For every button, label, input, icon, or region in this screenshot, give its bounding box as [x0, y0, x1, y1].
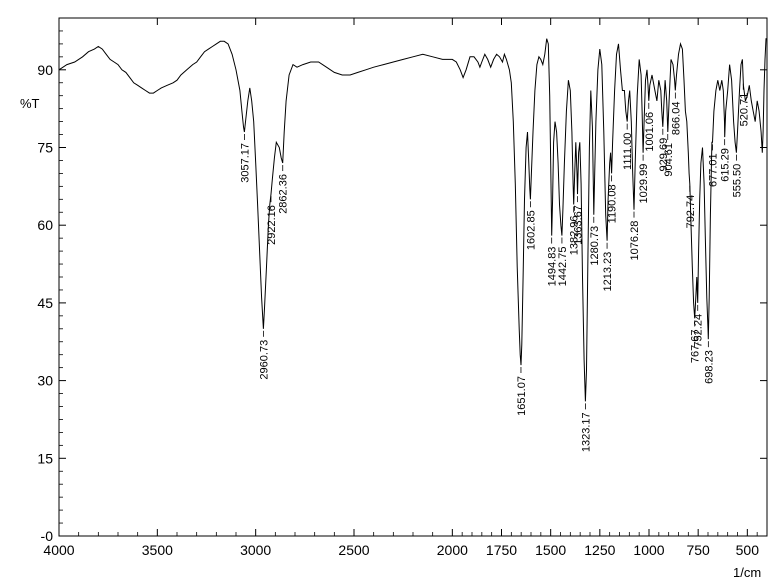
peak-annotation: 1213.23 — [602, 243, 614, 292]
x-axis-label: 1/cm — [733, 565, 761, 580]
y-axis-label: %T — [20, 96, 40, 111]
peak-label: 1602.85 — [525, 210, 537, 250]
peak-label: 2862.36 — [278, 174, 290, 214]
peak-annotation: 1111.00 — [622, 124, 634, 170]
spectrum-line — [59, 39, 767, 402]
peak-label: 792.74 — [685, 195, 697, 229]
peak-label: 2922.16 — [266, 205, 278, 245]
y-tick-label: 90 — [37, 62, 53, 78]
peak-label: 1280.73 — [589, 226, 601, 266]
x-tick-label: 1000 — [633, 542, 664, 558]
peak-annotation: 1442.75 — [557, 238, 569, 287]
peak-annotation: 1651.07 — [516, 367, 528, 416]
peak-annotation: 2922.16 — [266, 196, 278, 245]
peak-label: 1651.07 — [516, 376, 528, 416]
x-tick-label: 750 — [686, 542, 710, 558]
peak-annotation: 1323.17 — [580, 403, 592, 452]
y-tick-label: 60 — [37, 217, 53, 233]
x-tick-label: 4000 — [43, 542, 74, 558]
peak-label: 2960.73 — [258, 340, 270, 380]
peak-annotation: 792.74 — [685, 186, 697, 229]
y-tick-label: 30 — [37, 373, 53, 389]
peak-label: 3057.17 — [239, 143, 251, 183]
x-tick-label: 2500 — [338, 542, 369, 558]
peak-label: 1323.17 — [580, 412, 592, 452]
peak-annotation: 3057.17 — [239, 134, 251, 183]
y-tick-label: 75 — [37, 140, 53, 156]
peak-label: 752.24 — [693, 314, 705, 348]
peak-annotation: 1076.28 — [629, 212, 641, 261]
peak-label: 615.29 — [720, 148, 732, 182]
peak-annotation: 866.04 — [670, 93, 682, 136]
peak-label: 866.04 — [670, 102, 682, 136]
y-tick-label: 15 — [37, 450, 53, 466]
x-tick-label: 3000 — [240, 542, 271, 558]
x-axis-ticks: 4000 3500 3000 2500 2000 1750 1500 1250 1000 750 5… — [43, 18, 759, 558]
x-tick-label: 500 — [736, 542, 760, 558]
peak-label: 677.01 — [708, 153, 720, 187]
peak-annotations: 3057.17 2960.73 2922.162862.36 1651.07 1602.… — [239, 84, 750, 452]
y-tick-label: 45 — [37, 295, 53, 311]
peak-annotation: 2960.73 — [258, 331, 270, 380]
x-tick-label: 1250 — [584, 542, 615, 558]
peak-annotation: 555.50 — [731, 155, 743, 198]
peak-label: 1363.67 — [572, 205, 584, 245]
peak-annotation: 1001.06 — [644, 103, 656, 152]
peak-annotation: 677.01 — [708, 144, 720, 187]
x-tick-label: 2000 — [437, 542, 468, 558]
peak-label: 698.23 — [703, 350, 715, 384]
x-tick-label: 3500 — [142, 542, 173, 558]
peak-label: 1213.23 — [602, 252, 614, 292]
peak-label: 1442.75 — [557, 247, 569, 287]
peak-label: 1076.28 — [629, 221, 641, 261]
peak-label: 1029.99 — [638, 164, 650, 204]
peak-label: 1111.00 — [622, 133, 634, 170]
peak-annotation: 2862.36 — [278, 165, 290, 214]
peak-label: 904.61 — [663, 143, 675, 177]
x-tick-label: 1750 — [486, 542, 517, 558]
peak-annotation: 1363.67 — [572, 196, 584, 245]
peak-label: 1190.08 — [607, 184, 619, 223]
peak-label: 1001.06 — [644, 112, 656, 152]
peak-label: 555.50 — [731, 164, 743, 198]
peak-annotation: 1029.99 — [638, 155, 650, 204]
peak-label: 520.71 — [738, 93, 750, 127]
peak-annotation: 698.23 — [703, 341, 715, 384]
x-tick-label: 1500 — [535, 542, 566, 558]
peak-annotation: 615.29 — [720, 139, 732, 182]
peak-annotation: 1280.73 — [589, 217, 601, 266]
peak-annotation: 1602.85 — [525, 201, 537, 250]
